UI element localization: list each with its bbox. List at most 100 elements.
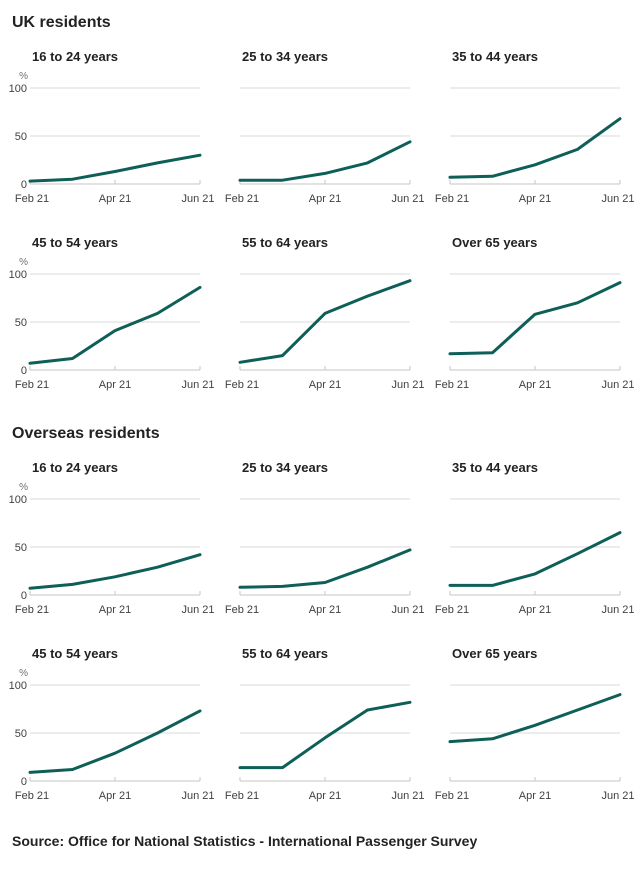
chart-title: 25 to 34 years xyxy=(242,460,329,475)
x-tick-label: Jun 21 xyxy=(181,790,214,802)
x-tick-label: Feb 21 xyxy=(225,790,259,802)
chart-25-to-34-years: 25 to 34 years Feb 21 Apr 21 Jun 21 xyxy=(220,32,425,206)
x-tick-label: Apr 21 xyxy=(99,379,131,391)
chart-35-to-44-years: 35 to 44 years Feb 21 Apr 21 Jun 21 xyxy=(430,32,635,206)
x-tick-label: Feb 21 xyxy=(435,193,469,205)
y-tick-label: 0 xyxy=(21,179,27,191)
source-attribution: Source: Office for National Statistics -… xyxy=(12,833,478,849)
x-tick-label: Apr 21 xyxy=(99,604,131,616)
chart-title: Over 65 years xyxy=(452,646,538,661)
chart-plot: %100 50 0 Feb 21 Apr 21 Jun 21 xyxy=(9,668,215,802)
chart-title: 45 to 54 years xyxy=(32,235,119,250)
x-tick-label: Jun 21 xyxy=(181,193,214,205)
x-tick-label: Feb 21 xyxy=(225,193,259,205)
x-tick-label: Feb 21 xyxy=(435,379,469,391)
x-tick-label: Feb 21 xyxy=(15,379,49,391)
y-tick-label: 50 xyxy=(15,728,27,740)
x-tick-label: Jun 21 xyxy=(391,193,424,205)
chart-16-to-24-years: 16 to 24 years% 100 50 0 Feb 21 Apr 21 Jun 21 xyxy=(9,443,215,617)
data-line xyxy=(28,709,202,774)
y-axis-unit-label: % xyxy=(19,482,28,493)
y-axis-unit-label: % xyxy=(19,257,28,268)
chart-grid-overseas-row-2: 45 to 54 years% 100 50 0 Feb 21 Apr 21 Jun 21 5… xyxy=(0,629,641,803)
chart-plot: Feb 21 Apr 21 Jun 21 xyxy=(225,498,425,616)
y-tick-label: 50 xyxy=(15,542,27,554)
x-tick-label: Feb 21 xyxy=(15,790,49,802)
chart-title: 25 to 34 years xyxy=(242,49,329,64)
chart-plot: Feb 21 Apr 21 Jun 21 xyxy=(225,273,425,391)
section-heading-uk: UK residents xyxy=(12,14,111,31)
x-tick-label: Jun 21 xyxy=(601,604,634,616)
chart-plot: %100 50 0 Feb 21 Apr 21 Jun 21 xyxy=(9,482,215,616)
chart-over-65-years: Over 65 years Feb 21 Apr 21 Jun 21 xyxy=(430,629,635,803)
y-tick-label: 50 xyxy=(15,317,27,329)
chart-plot: %100 50 0 Feb 21 Apr 21 Jun 21 xyxy=(9,71,215,205)
data-line xyxy=(238,279,412,364)
chart-plot: Feb 21 Apr 21 Jun 21 xyxy=(435,498,635,616)
y-tick-label: 100 xyxy=(9,83,27,95)
data-line xyxy=(448,693,622,744)
x-tick-label: Apr 21 xyxy=(309,379,341,391)
x-tick-label: Apr 21 xyxy=(519,790,551,802)
chart-grid-overseas-row-1: 16 to 24 years% 100 50 0 Feb 21 Apr 21 Jun 21 2… xyxy=(0,443,641,617)
data-line xyxy=(28,553,202,590)
chart-plot: %100 50 0 Feb 21 Apr 21 Jun 21 xyxy=(9,257,215,391)
chart-grid-uk-row-1: 16 to 24 years% 100 50 0 Feb 21 Apr 21 Jun 21 2… xyxy=(0,32,641,206)
chart-16-to-24-years: 16 to 24 years% 100 50 0 Feb 21 Apr 21 Jun 21 xyxy=(9,32,215,206)
chart-55-to-64-years: 55 to 64 years Feb 21 Apr 21 Jun 21 xyxy=(220,629,425,803)
data-line xyxy=(238,140,412,182)
chart-plot: Feb 21 Apr 21 Jun 21 xyxy=(225,87,425,205)
y-tick-label: 50 xyxy=(15,131,27,143)
x-tick-label: Jun 21 xyxy=(181,379,214,391)
page: UK residents 16 to 24 years% 100 50 0 Feb 21… xyxy=(0,13,641,874)
chart-35-to-44-years: 35 to 44 years Feb 21 Apr 21 Jun 21 xyxy=(430,443,635,617)
y-axis-unit-label: % xyxy=(19,668,28,679)
chart-plot: Feb 21 Apr 21 Jun 21 xyxy=(435,273,635,391)
chart-25-to-34-years: 25 to 34 years Feb 21 Apr 21 Jun 21 xyxy=(220,443,425,617)
x-tick-label: Jun 21 xyxy=(601,379,634,391)
x-tick-label: Apr 21 xyxy=(519,193,551,205)
x-tick-label: Jun 21 xyxy=(601,193,634,205)
data-line xyxy=(448,281,622,356)
data-line xyxy=(448,117,622,179)
x-tick-label: Feb 21 xyxy=(15,193,49,205)
section-uk-residents: UK residents 16 to 24 years% 100 50 0 Feb 21… xyxy=(0,13,641,392)
x-tick-label: Feb 21 xyxy=(225,379,259,391)
x-tick-label: Jun 21 xyxy=(181,604,214,616)
data-line xyxy=(28,153,202,183)
x-tick-label: Apr 21 xyxy=(99,193,131,205)
data-line xyxy=(238,700,412,770)
data-line xyxy=(28,285,202,365)
x-tick-label: Apr 21 xyxy=(309,790,341,802)
chart-title: 55 to 64 years xyxy=(242,235,329,250)
x-tick-label: Feb 21 xyxy=(15,604,49,616)
x-tick-label: Jun 21 xyxy=(391,790,424,802)
x-tick-label: Feb 21 xyxy=(435,604,469,616)
y-tick-label: 100 xyxy=(9,269,27,281)
y-tick-label: 100 xyxy=(9,494,27,506)
data-line xyxy=(238,548,412,589)
x-tick-label: Apr 21 xyxy=(519,604,551,616)
chart-title: 55 to 64 years xyxy=(242,646,329,661)
y-tick-label: 100 xyxy=(9,680,27,692)
chart-plot: Feb 21 Apr 21 Jun 21 xyxy=(435,684,635,802)
chart-plot: Feb 21 Apr 21 Jun 21 xyxy=(225,684,425,802)
section-heading-overseas: Overseas residents xyxy=(12,425,160,442)
x-tick-label: Jun 21 xyxy=(601,790,634,802)
x-tick-label: Feb 21 xyxy=(225,604,259,616)
section-overseas-residents: Overseas residents 16 to 24 years% 100 50 0… xyxy=(0,424,641,803)
chart-over-65-years: Over 65 years Feb 21 Apr 21 Jun 21 xyxy=(430,218,635,392)
chart-title: 16 to 24 years xyxy=(32,460,119,475)
y-axis-unit-label: % xyxy=(19,71,28,82)
y-tick-label: 0 xyxy=(21,365,27,377)
chart-title: 16 to 24 years xyxy=(32,49,119,64)
x-tick-label: Jun 21 xyxy=(391,379,424,391)
data-line xyxy=(448,531,622,587)
chart-title: Over 65 years xyxy=(452,235,538,250)
x-tick-label: Apr 21 xyxy=(99,790,131,802)
x-tick-label: Jun 21 xyxy=(391,604,424,616)
x-tick-label: Apr 21 xyxy=(309,604,341,616)
chart-title: 35 to 44 years xyxy=(452,49,539,64)
chart-grid-uk-row-2: 45 to 54 years% 100 50 0 Feb 21 Apr 21 Jun 21 5… xyxy=(0,218,641,392)
chart-45-to-54-years: 45 to 54 years% 100 50 0 Feb 21 Apr 21 Jun 21 xyxy=(9,629,215,803)
